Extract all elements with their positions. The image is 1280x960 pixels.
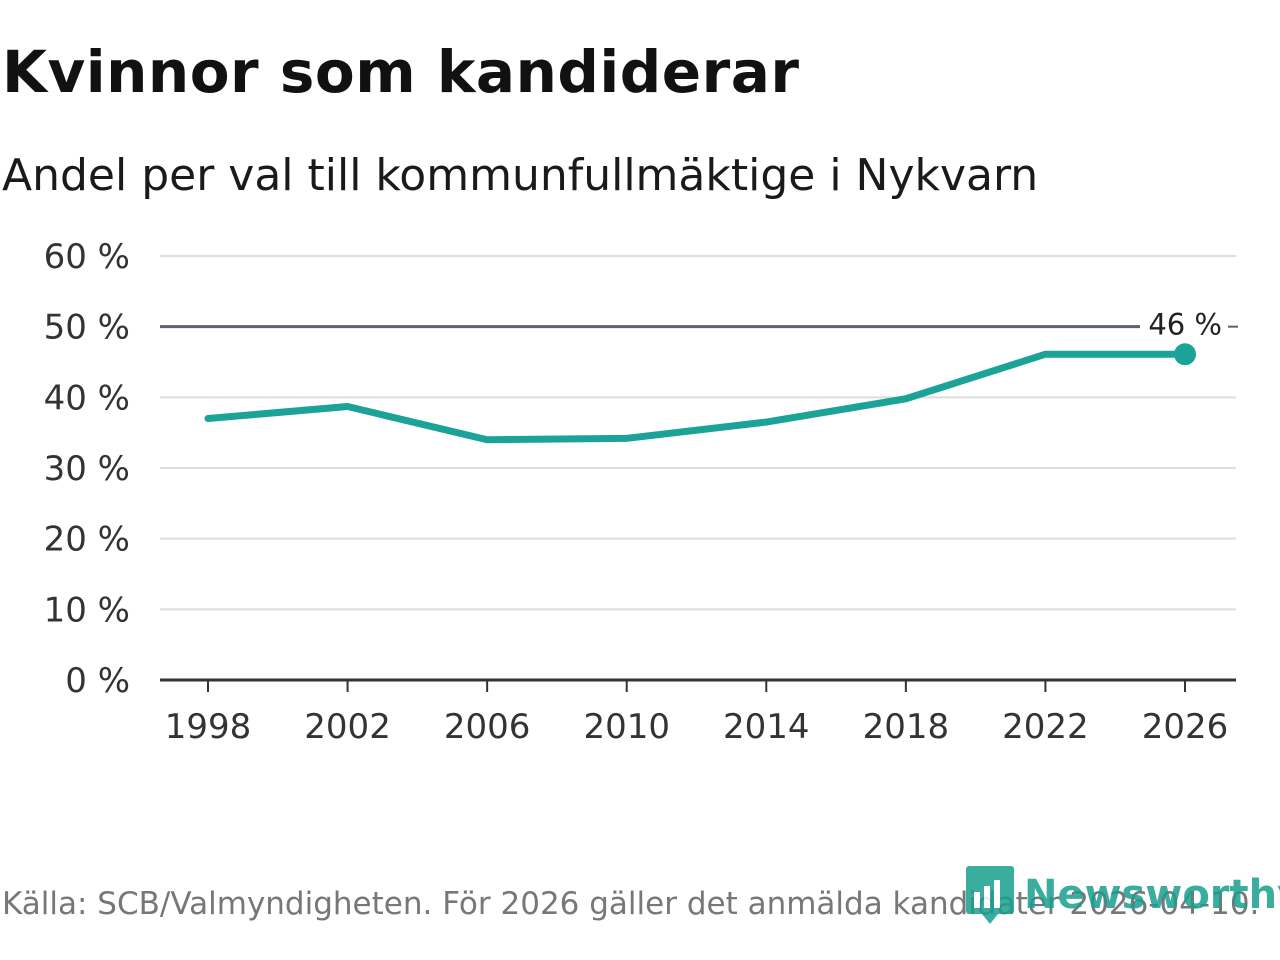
brand-logo: Newsworthy xyxy=(964,864,1280,926)
y-tick-label: 0 % xyxy=(65,661,130,701)
chart-title: Kvinnor som kandiderar xyxy=(2,38,800,106)
x-tick-label: 2026 xyxy=(1142,707,1229,747)
x-tick-label: 2006 xyxy=(444,707,531,747)
x-tick-label: 2014 xyxy=(723,707,810,747)
chart-subtitle: Andel per val till kommunfullmäktige i N… xyxy=(2,150,1039,201)
source-note: Källa: SCB/Valmyndigheten. För 2026 gäll… xyxy=(2,886,1260,922)
y-tick-label: 40 % xyxy=(44,378,130,418)
newsworthy-logo-icon xyxy=(966,866,1014,924)
x-tick-label: 1998 xyxy=(165,707,252,747)
x-tick-label: 2002 xyxy=(304,707,391,747)
series-line-andel-kvinnor xyxy=(204,350,1189,444)
y-tick-label: 60 % xyxy=(44,237,130,277)
x-tick-label: 2018 xyxy=(863,707,950,747)
x-tick-label: 2022 xyxy=(1002,707,1089,747)
y-tick-label: 10 % xyxy=(44,590,130,630)
y-tick-label: 20 % xyxy=(44,520,130,560)
x-tick-label: 2010 xyxy=(583,707,670,747)
end-value-label: 46 % xyxy=(1148,308,1222,342)
end-point-marker xyxy=(1174,343,1196,366)
brand-name: Newsworthy xyxy=(1024,872,1280,918)
y-tick-label: 50 % xyxy=(44,308,130,348)
y-tick-label: 30 % xyxy=(44,449,130,489)
